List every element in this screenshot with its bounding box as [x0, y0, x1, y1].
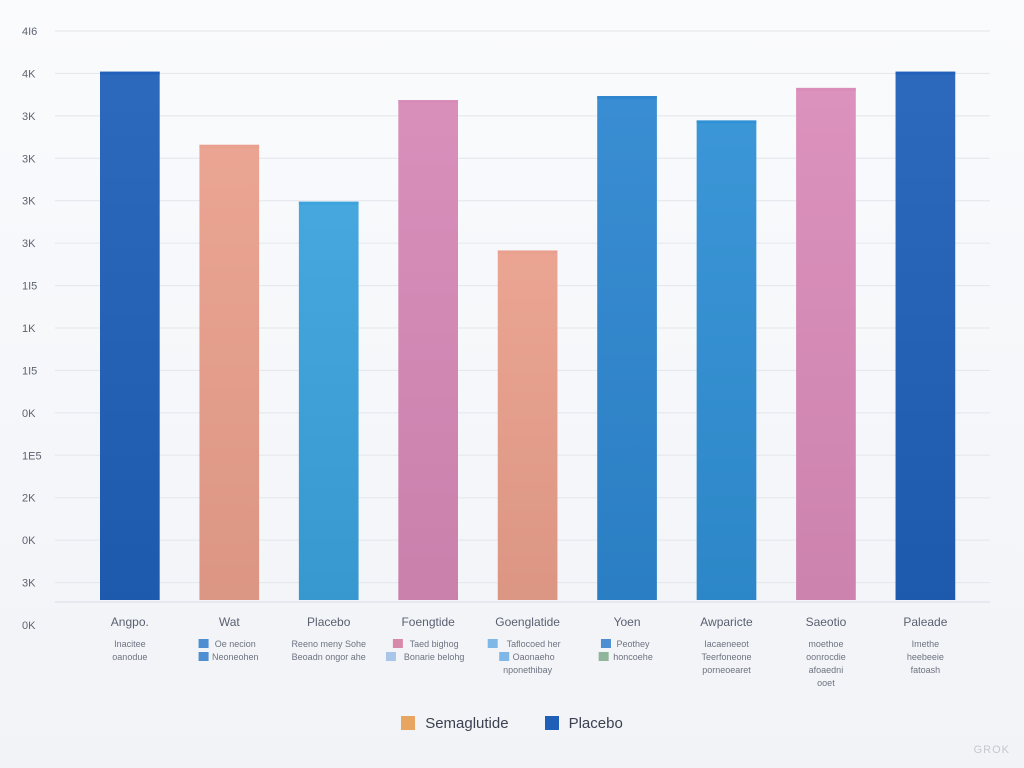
category-sublabel: afoaedni	[809, 665, 844, 675]
category-sublabel: Taflocoed her	[507, 639, 561, 649]
category-label: Saeotio	[806, 615, 847, 629]
bar-shade	[796, 87, 856, 600]
bar-cap	[597, 96, 657, 100]
bar-shade	[895, 71, 956, 600]
category-sublabel: porneoearet	[702, 665, 751, 675]
bar-shade	[398, 100, 458, 600]
bar-cap	[696, 120, 757, 124]
category-sublabel: Oaonaeho	[513, 652, 555, 662]
bar-wat	[199, 144, 260, 601]
y-tick-label: 3K	[22, 111, 36, 123]
category-sublabel: oanodue	[112, 652, 147, 662]
sublabel-marker	[198, 639, 209, 648]
y-tick-label: 2K	[22, 493, 36, 505]
category-label: Placebo	[307, 615, 351, 629]
category-sublabel: Beoadn ongor ahe	[292, 652, 366, 662]
bar-saeotio	[796, 87, 856, 600]
bar-shade	[696, 120, 757, 601]
category-sublabel: honcoehe	[613, 652, 653, 662]
legend-label-semaglutide: Semaglutide	[425, 714, 509, 732]
category-sublabel: Inacitee	[114, 639, 146, 649]
bar-shade	[597, 96, 657, 601]
bar-paleade	[895, 71, 956, 600]
y-tick-label: 3K	[22, 578, 36, 590]
y-tick-label: 3K	[22, 153, 36, 165]
sublabel-marker	[598, 652, 609, 661]
bar-cap	[100, 71, 160, 75]
bar-cap	[298, 201, 359, 205]
category-sublabel: moethoe	[808, 639, 843, 649]
bar-shade	[298, 201, 359, 600]
category-sublabel: Bonarie belohg	[404, 652, 465, 662]
y-tick-label: 1E5	[22, 450, 42, 462]
category-label: Awparicte	[700, 615, 753, 629]
y-tick-label: 1I5	[22, 365, 37, 377]
y-tick-label: 0K	[22, 408, 36, 420]
category-label: Angpo.	[111, 615, 149, 629]
legend-item-semaglutide: Semaglutide	[401, 714, 509, 732]
legend-swatch-placebo	[544, 716, 559, 730]
sublabel-marker	[487, 639, 498, 648]
bar-foengtide	[398, 100, 458, 600]
x-axis-labels: Angpo. Inacitee oanodue Wat Oe necion Neoneoh…	[111, 615, 948, 688]
category-sublabel: Imethe	[912, 639, 940, 649]
category-sublabel: Reeno meny Sohe	[291, 639, 366, 649]
bar-yoen	[597, 96, 657, 601]
category-sublabel: Neoneohen	[212, 652, 259, 662]
y-tick-label: 3K	[22, 238, 36, 250]
category-sublabel: Oe necion	[215, 639, 256, 649]
bar-cap	[497, 250, 558, 254]
legend-item-placebo: Placebo	[544, 714, 623, 732]
category-sublabel: Peothey	[617, 639, 651, 649]
y-tick-label: 1I5	[22, 281, 37, 293]
category-label: Wat	[219, 615, 241, 629]
bar-awparicte	[696, 120, 757, 601]
category-sublabel: fatoash	[911, 665, 941, 675]
bar-cap	[398, 100, 458, 104]
y-axis-ticks: 4I6 4K 3K 3K 3K 3K 1I5 1K 1I5 0K 1E5 2K 0K 3K 0K	[22, 26, 42, 632]
category-sublabel: heebeeie	[907, 652, 944, 662]
category-sublabel: Taed bighog	[410, 639, 459, 649]
sublabel-marker	[392, 639, 403, 648]
sublabel-marker	[198, 652, 209, 661]
bar-cap	[199, 144, 260, 148]
category-label: Yoen	[614, 615, 641, 629]
sublabel-marker	[499, 652, 510, 661]
y-tick-label: 3K	[22, 196, 36, 208]
category-sublabel: ooet	[817, 678, 835, 688]
bars	[100, 71, 956, 601]
category-sublabel: Iacaeneeot	[704, 639, 749, 649]
bar-cap	[796, 87, 856, 91]
category-sublabel: oonrocdie	[806, 652, 846, 662]
y-tick-label: 0K	[22, 620, 36, 632]
bar-cap	[895, 71, 956, 75]
bar-angpo-	[100, 71, 160, 600]
category-sublabel: nponethibay	[503, 665, 553, 675]
bar-shade	[100, 71, 160, 600]
sublabel-marker	[600, 639, 611, 648]
bar-shade	[497, 250, 558, 600]
legend: Semaglutide Placebo	[0, 710, 1024, 736]
bar-shade	[199, 144, 260, 601]
y-tick-label: 4K	[22, 68, 36, 80]
category-label: Paleade	[903, 615, 947, 629]
sublabel-marker	[385, 652, 396, 661]
y-tick-label: 1K	[22, 323, 36, 335]
bar-goenglatide	[497, 250, 558, 600]
bar-placebo	[298, 201, 359, 600]
y-tick-label: 4I6	[22, 26, 37, 38]
y-tick-label: 0K	[22, 535, 36, 547]
legend-label-placebo: Placebo	[568, 714, 623, 732]
watermark: GROK	[973, 744, 1010, 756]
legend-swatch-semaglutide	[401, 716, 416, 730]
category-label: Goenglatide	[495, 615, 560, 629]
category-sublabel: Teerfoneone	[701, 652, 751, 662]
category-label: Foengtide	[401, 615, 455, 629]
